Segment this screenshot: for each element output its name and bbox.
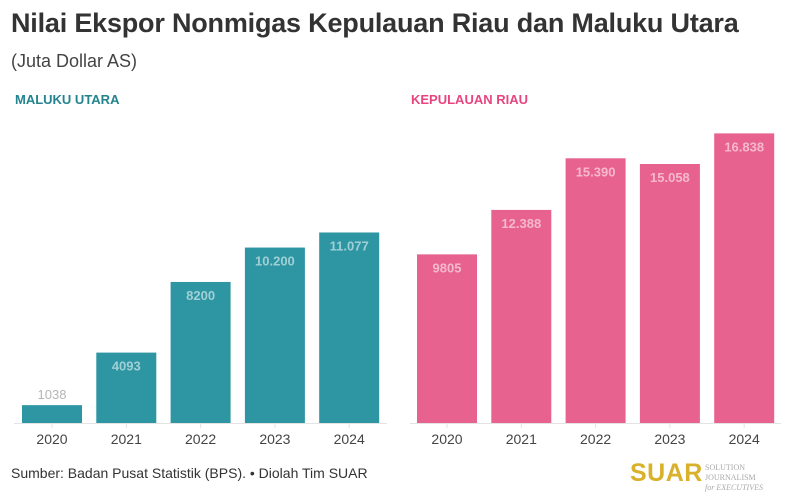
bar (565, 158, 626, 424)
x-tick-label: 2023 (654, 431, 685, 447)
data-label: 15.058 (650, 170, 690, 185)
data-label: 15.390 (576, 164, 616, 179)
chart-panel-1: 9805 2020 12.388 2021 15.390 2022 15.058 2023 16… (410, 133, 781, 447)
x-tick-label: 2020 (36, 431, 67, 447)
bar (714, 133, 775, 423)
x-tick-label: 2021 (111, 431, 142, 447)
logo-tagline: SOLUTION JOURNALISM for EXECUTIVES (705, 463, 795, 493)
panel-title-kepulauan-riau: KEPULAUAN RIAU (411, 92, 528, 107)
panel-title-maluku-utara: MALUKU UTARA (15, 92, 120, 107)
x-tick-label: 2021 (506, 431, 537, 447)
bar (491, 209, 552, 423)
source-note: Sumber: Badan Pusat Statistik (BPS). • D… (11, 465, 368, 481)
x-tick-label: 2020 (431, 431, 462, 447)
data-label: 16.838 (724, 139, 764, 154)
bar (96, 352, 157, 423)
data-label: 8200 (186, 288, 215, 303)
x-tick-label: 2023 (259, 431, 290, 447)
chart-title: Nilai Ekspor Nonmigas Kepulauan Riau dan… (11, 8, 739, 38)
data-label: 4093 (112, 359, 141, 374)
bar (639, 164, 700, 424)
x-tick-label: 2024 (334, 431, 365, 447)
suar-logo: SUAR (630, 459, 703, 487)
x-tick-label: 2022 (580, 431, 611, 447)
bar (319, 232, 380, 423)
bar (170, 281, 231, 423)
chart-panel-0: 1038 2020 4093 2021 8200 2022 10.200 2023 11.077… (14, 232, 387, 447)
data-label: 9805 (433, 260, 462, 275)
logo-tagline-1: SOLUTION JOURNALISM (705, 463, 756, 482)
chart-subtitle: (Juta Dollar AS) (11, 51, 138, 71)
bar (22, 405, 82, 423)
data-label: 12.388 (501, 216, 541, 231)
bar (244, 247, 305, 423)
data-label: 1038 (38, 387, 67, 402)
x-tick-label: 2022 (185, 431, 216, 447)
x-tick-label: 2024 (729, 431, 760, 447)
data-label: 11.077 (330, 238, 369, 253)
data-label: 10.200 (255, 254, 295, 269)
logo-tagline-2: for EXECUTIVES (705, 483, 763, 492)
bar (417, 254, 477, 423)
